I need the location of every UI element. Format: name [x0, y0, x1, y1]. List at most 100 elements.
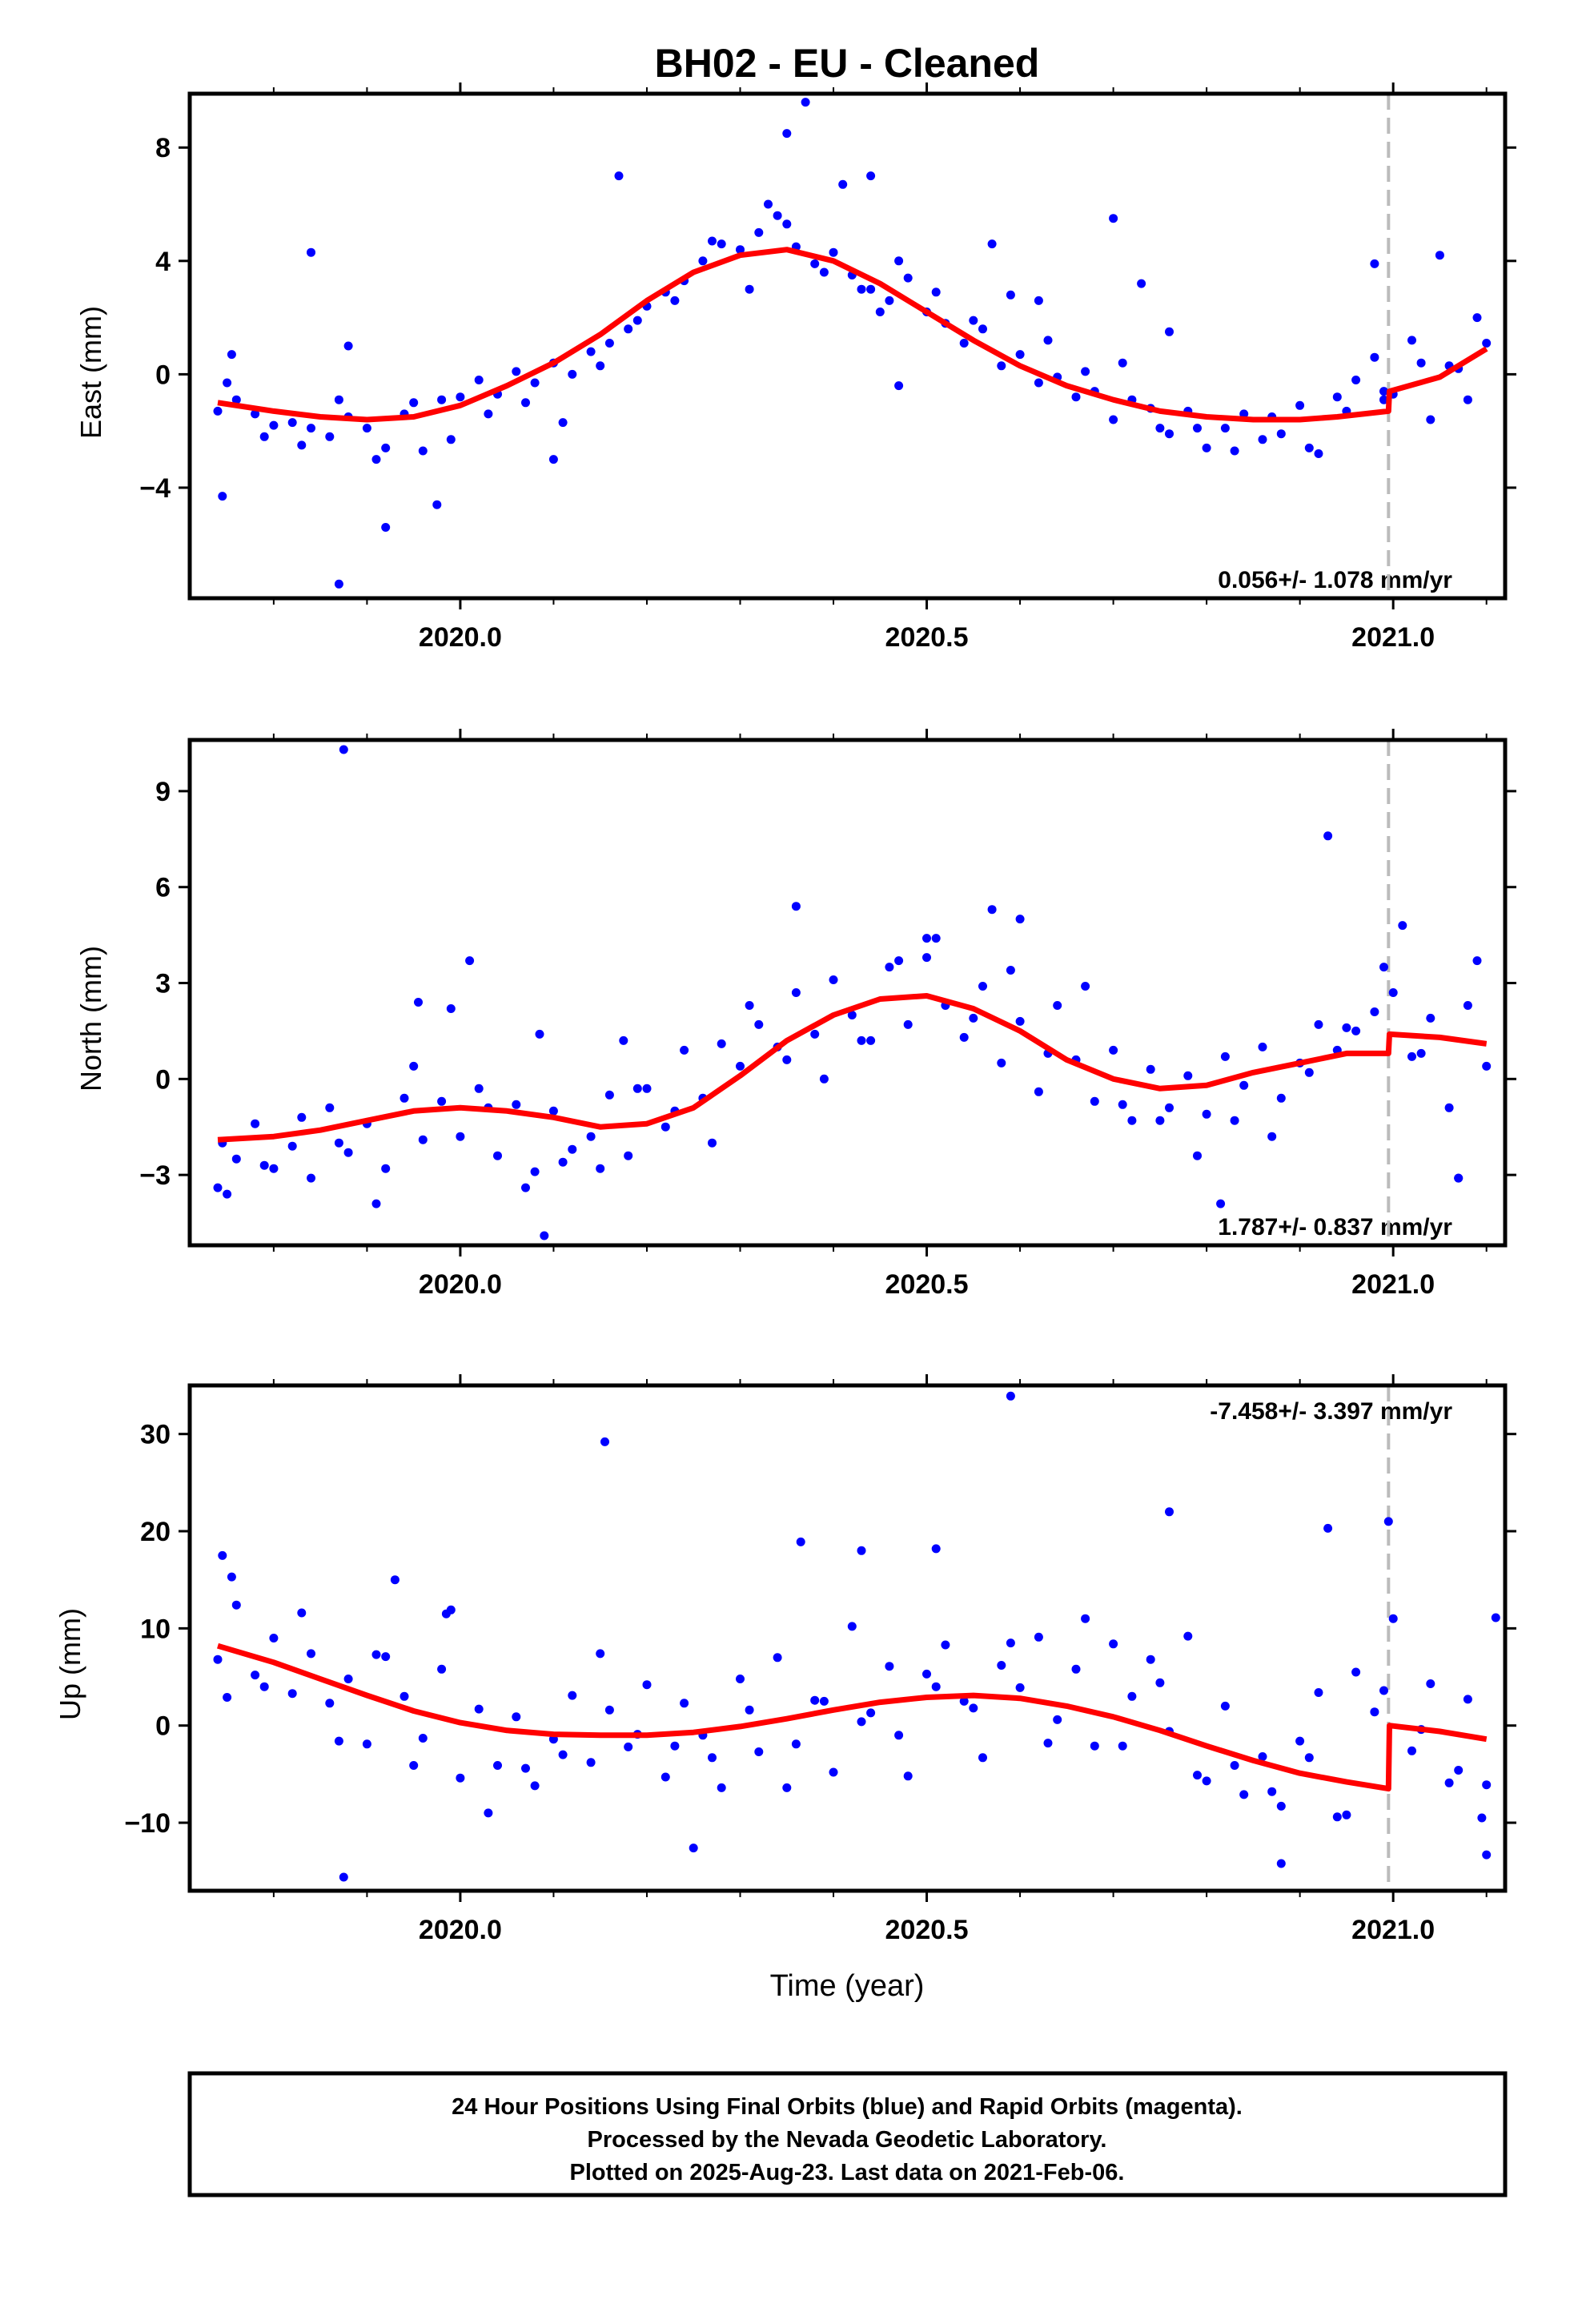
- data-point: [764, 199, 773, 209]
- data-point: [978, 1753, 987, 1763]
- data-point: [1370, 1007, 1379, 1016]
- data-point: [1258, 1752, 1267, 1761]
- up-ylabel: Up (mm): [54, 1608, 86, 1720]
- data-point: [1193, 424, 1202, 433]
- data-point: [1034, 296, 1043, 305]
- data-point: [1109, 1639, 1118, 1649]
- data-point: [1043, 1739, 1053, 1748]
- data-point: [1407, 1746, 1416, 1755]
- data-point: [997, 361, 1006, 371]
- data-point: [708, 1138, 717, 1148]
- data-point: [1351, 1026, 1361, 1035]
- data-point: [568, 1691, 577, 1700]
- data-point: [1193, 1151, 1202, 1160]
- data-point: [371, 1199, 381, 1208]
- data-point: [218, 492, 227, 501]
- data-point: [903, 1019, 913, 1029]
- data-point: [1043, 336, 1053, 345]
- data-point: [381, 443, 391, 452]
- data-point: [362, 1739, 371, 1749]
- data-point: [754, 1019, 764, 1029]
- y-tick-label: 0: [155, 1711, 171, 1742]
- data-point: [1081, 1614, 1090, 1623]
- data-point: [223, 378, 232, 388]
- data-point: [689, 1844, 698, 1853]
- chart-title: BH02 - EU - Cleaned: [655, 41, 1040, 86]
- data-point: [745, 284, 754, 294]
- data-point: [269, 420, 279, 430]
- data-point: [1118, 1100, 1127, 1109]
- footer-line-2: Processed by the Nevada Geodetic Laborat…: [588, 2127, 1107, 2153]
- data-point: [339, 745, 348, 754]
- data-point: [558, 418, 568, 428]
- data-point: [903, 273, 913, 283]
- data-point: [343, 1148, 353, 1157]
- north-panel: North (mm) 1.787+/- 0.837 mm/yr 2020.0 20…: [74, 729, 1516, 1300]
- data-point: [548, 455, 558, 464]
- data-point: [1314, 449, 1323, 458]
- data-point: [894, 1731, 904, 1740]
- data-point: [1463, 1695, 1472, 1704]
- data-point: [885, 1662, 894, 1671]
- data-point: [782, 219, 792, 229]
- data-point: [1351, 376, 1361, 384]
- data-point: [512, 1712, 521, 1722]
- data-point: [1239, 1790, 1249, 1799]
- data-point: [1370, 1707, 1379, 1717]
- data-point: [1444, 1778, 1454, 1787]
- data-point: [568, 369, 577, 379]
- data-point: [773, 211, 782, 220]
- data-point: [1034, 1632, 1043, 1642]
- data-point: [325, 1699, 335, 1708]
- data-point: [698, 256, 708, 266]
- data-points: [213, 1391, 1500, 1882]
- data-point: [1383, 1517, 1393, 1526]
- data-point: [894, 256, 904, 266]
- data-point: [614, 171, 624, 181]
- data-point: [829, 247, 838, 257]
- data-point: [987, 239, 997, 249]
- data-point: [307, 247, 315, 257]
- data-point: [1314, 1019, 1323, 1029]
- x-tick-label: 2020.0: [419, 622, 502, 653]
- data-point: [885, 296, 894, 305]
- data-point: [1379, 963, 1388, 972]
- data-point: [1146, 1064, 1155, 1074]
- data-point: [1332, 1812, 1342, 1822]
- data-point: [548, 1106, 558, 1116]
- up-rate-label: -7.458+/- 3.397 mm/yr: [1210, 1398, 1452, 1425]
- data-point: [1407, 1051, 1416, 1061]
- data-point: [596, 1649, 605, 1659]
- data-point: [259, 1160, 269, 1170]
- data-point: [866, 1708, 876, 1718]
- data-point: [959, 339, 969, 348]
- data-point: [829, 975, 838, 984]
- data-point: [400, 1093, 409, 1103]
- data-point: [875, 308, 885, 316]
- data-point: [223, 1189, 232, 1199]
- data-point: [670, 1741, 680, 1751]
- data-point: [1304, 443, 1314, 452]
- data-point: [1258, 435, 1267, 444]
- data-point: [259, 1682, 269, 1691]
- data-point: [227, 350, 236, 360]
- data-point: [1230, 1761, 1239, 1770]
- data-point: [1482, 1850, 1492, 1860]
- x-tick-label: 2021.0: [1351, 622, 1435, 653]
- data-point: [1416, 1048, 1426, 1058]
- data-point: [1491, 1613, 1500, 1622]
- data-point: [969, 1013, 978, 1023]
- data-point: [680, 1699, 689, 1708]
- data-point: [847, 1011, 857, 1019]
- data-point: [409, 398, 419, 408]
- data-point: [931, 287, 941, 297]
- data-point: [1090, 1096, 1099, 1106]
- data-point: [1276, 1093, 1286, 1103]
- data-point: [418, 1734, 428, 1743]
- data-point: [604, 339, 614, 348]
- data-point: [857, 1035, 866, 1045]
- y-tick-label: 3: [155, 969, 171, 999]
- data-point: [624, 1742, 633, 1751]
- data-point: [619, 1035, 628, 1045]
- data-point: [745, 1705, 754, 1715]
